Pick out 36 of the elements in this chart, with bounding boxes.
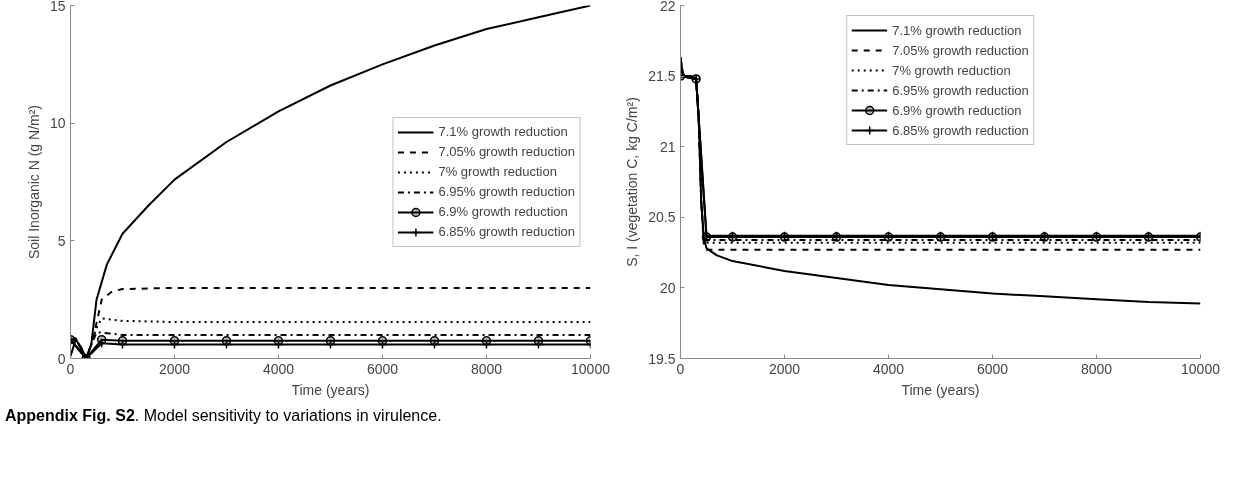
x-tick-label: 6000 [976,360,1009,377]
x-tick-label: 4000 [872,360,905,377]
x-tick-label: 2000 [768,360,801,377]
y-tick-label: 22 [659,0,676,14]
legend-label: 6.95% growth reduction [438,183,575,201]
y-tick-label: 20.5 [648,209,676,226]
legend-label: 7.1% growth reduction [892,21,1022,40]
legend-label: 6.95% growth reduction [892,81,1029,100]
legend-label: 7.05% growth reduction [438,143,575,161]
x-tick-label: 4000 [262,360,295,377]
legend-label: 6.85% growth reduction [438,223,575,241]
x-axis-title: Time (years) [291,381,370,398]
legend-label: 7.1% growth reduction [438,123,568,141]
y-tick-label: 21.5 [648,68,676,85]
x-tick-label: 10000 [1181,360,1221,377]
y-tick-label: 21 [659,138,676,155]
x-tick-label: 8000 [470,360,503,377]
legend-label: 6.85% growth reduction [892,121,1029,140]
x-tick-label: 2000 [158,360,191,377]
y-axis-title: S, I (vegetation C, kg C/m²) [624,97,641,267]
legend-label: 6.9% growth reduction [438,203,568,221]
x-tick-label: 10000 [571,360,611,377]
y-tick-label: 15 [49,0,66,14]
y-axis-title: Soil Inorganic N (g N/m²) [25,104,42,260]
text: Appendix Fig. S2. Model sensitivity to variations in virulence. [5,406,442,426]
x-tick-label: 6000 [366,360,399,377]
y-tick-label: 20 [659,279,676,296]
x-axis-title: Time (years) [901,381,980,398]
y-tick-label: 5 [57,232,66,249]
y-tick-label: 19.5 [648,350,676,367]
legend-label: 7% growth reduction [892,61,1011,80]
legend-label: 6.9% growth reduction [892,101,1022,120]
x-tick-label: 8000 [1080,360,1113,377]
legend-label: 7.05% growth reduction [892,41,1029,60]
y-tick-label: 10 [49,115,66,132]
legend-label: 7% growth reduction [438,163,557,181]
